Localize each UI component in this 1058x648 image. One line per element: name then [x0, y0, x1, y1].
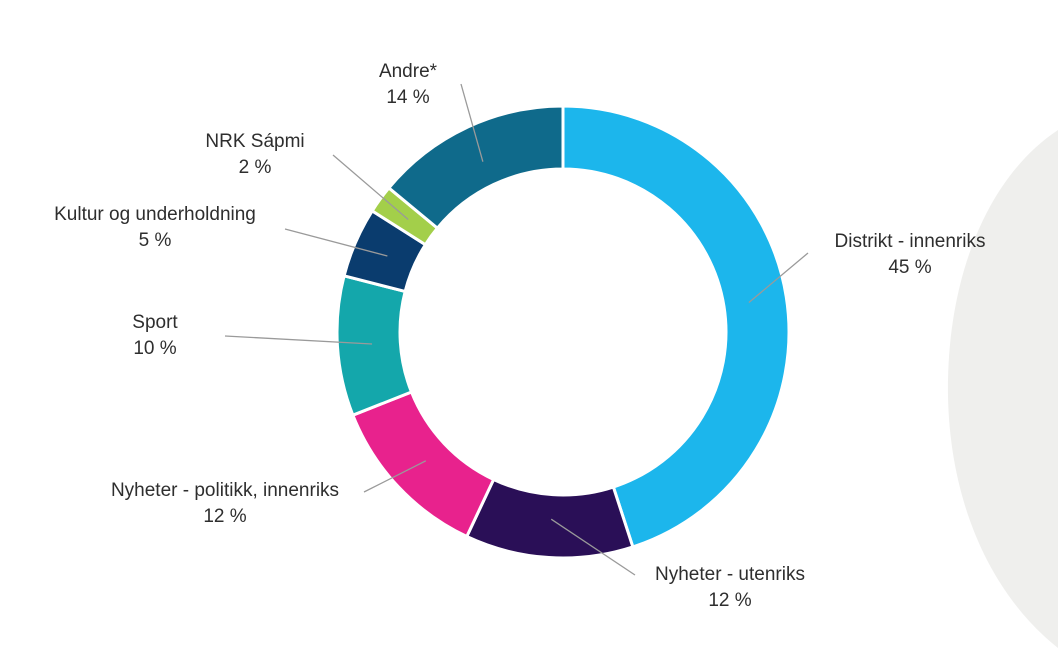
slice-label: Distrikt - innenriks [835, 231, 986, 252]
donut-slice [561, 104, 791, 549]
leader-line [224, 335, 373, 345]
leader-line [363, 460, 427, 493]
slice-value-label: 12 % [203, 506, 246, 527]
slice-label: Kultur og underholdning [54, 204, 256, 225]
donut-slice [464, 477, 635, 560]
leader-line [284, 228, 388, 257]
donut-slice [350, 390, 496, 539]
slice-label: Nyheter - utenriks [655, 564, 805, 585]
leader-line [460, 83, 484, 162]
slice-value-label: 10 % [133, 338, 176, 359]
slice-value-label: 5 % [139, 230, 172, 251]
slice-label: NRK Sápmi [205, 131, 304, 152]
slice-label: Nyheter - politikk, innenriks [111, 480, 339, 501]
labels-layer: Distrikt - innenriks 45 % Nyheter - utenri… [54, 61, 985, 611]
donut-slice [386, 104, 565, 231]
slice-label: Sport [132, 312, 178, 333]
leader-line [332, 154, 409, 221]
slice-label: Andre* [379, 61, 438, 82]
slice-value-label: 2 % [239, 157, 272, 178]
donut-slice [335, 273, 414, 418]
leader-line [550, 518, 636, 576]
slices-layer [335, 104, 791, 560]
leader-lines-layer [224, 83, 809, 576]
slice-value-label: 12 % [708, 590, 751, 611]
slice-value-label: 45 % [888, 257, 931, 278]
leader-line [748, 252, 809, 304]
slice-value-label: 14 % [386, 87, 429, 108]
